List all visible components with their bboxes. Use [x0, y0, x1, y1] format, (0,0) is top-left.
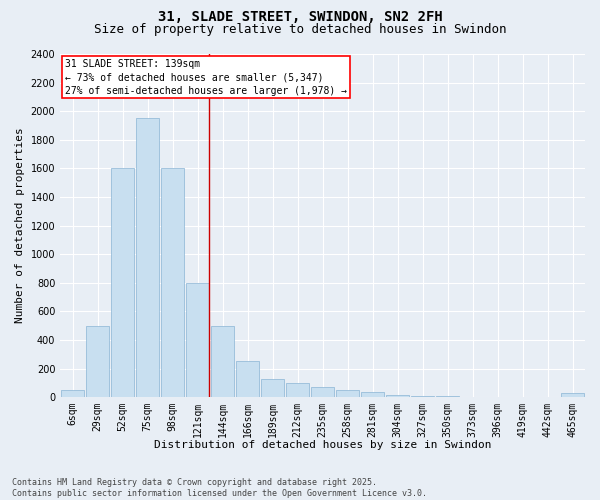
- Bar: [361, 392, 384, 397]
- Bar: [186, 282, 209, 397]
- Y-axis label: Number of detached properties: Number of detached properties: [15, 128, 25, 324]
- Bar: [336, 390, 359, 397]
- Bar: [211, 326, 234, 397]
- Bar: [261, 378, 284, 397]
- Bar: [111, 168, 134, 397]
- Text: 31, SLADE STREET, SWINDON, SN2 2FH: 31, SLADE STREET, SWINDON, SN2 2FH: [158, 10, 442, 24]
- Bar: [561, 393, 584, 397]
- Bar: [411, 396, 434, 397]
- Bar: [136, 118, 159, 397]
- Text: Size of property relative to detached houses in Swindon: Size of property relative to detached ho…: [94, 22, 506, 36]
- Bar: [461, 396, 484, 397]
- Bar: [386, 395, 409, 397]
- X-axis label: Distribution of detached houses by size in Swindon: Distribution of detached houses by size …: [154, 440, 491, 450]
- Text: Contains HM Land Registry data © Crown copyright and database right 2025.
Contai: Contains HM Land Registry data © Crown c…: [12, 478, 427, 498]
- Bar: [86, 326, 109, 397]
- Bar: [286, 383, 309, 397]
- Bar: [436, 396, 459, 397]
- Bar: [161, 168, 184, 397]
- Bar: [61, 390, 84, 397]
- Bar: [236, 362, 259, 397]
- Text: 31 SLADE STREET: 139sqm
← 73% of detached houses are smaller (5,347)
27% of semi: 31 SLADE STREET: 139sqm ← 73% of detache…: [65, 59, 347, 96]
- Bar: [311, 387, 334, 397]
